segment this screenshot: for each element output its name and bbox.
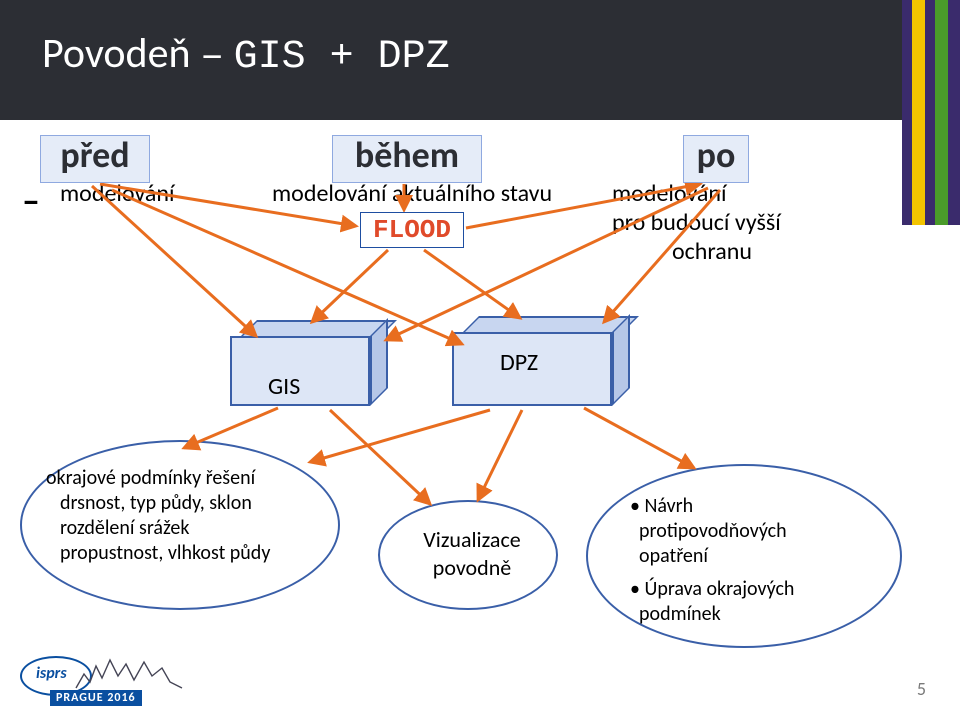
phase-pred-sub: modelování bbox=[60, 180, 220, 209]
arrow-flood-gis bbox=[312, 250, 388, 322]
ell-left-l2: drsnost, typ půdy, sklon bbox=[46, 491, 252, 515]
arrow-flood-dpz bbox=[424, 250, 520, 318]
phase-pred: před bbox=[40, 135, 150, 183]
skyline-icon bbox=[74, 654, 184, 690]
gis-box-label: GIS bbox=[268, 372, 300, 401]
ell-left-l3: rozdělení srážek bbox=[46, 516, 189, 540]
isprs-logo: isprs PRAGUE 2016 bbox=[20, 652, 180, 708]
dpz-box-side bbox=[612, 314, 630, 406]
stripe bbox=[935, 0, 948, 225]
arrow-gis-ell-mid bbox=[330, 410, 430, 504]
ell-r-b2: Úprava okrajových bbox=[644, 577, 794, 601]
phase-behem-sub: modelování aktuálního stavu bbox=[272, 180, 562, 209]
phase-po-sub: modelování pro budoucí vyšší ochranu bbox=[612, 180, 812, 266]
ell-left-l4: propustnost, vlhkost půdy bbox=[46, 541, 270, 565]
title-bar: Povodeň – GIS + DPZ bbox=[0, 0, 902, 120]
ell-left-l1: okrajové podmínky řešení bbox=[46, 466, 255, 490]
ellipse-left-text: okrajové podmínky řešení drsnost, typ pů… bbox=[46, 466, 326, 566]
isprs-logo-text: isprs bbox=[36, 664, 67, 683]
phase-po-label: po bbox=[697, 133, 736, 177]
page-number: 5 bbox=[917, 678, 926, 700]
po-sub-3: ochranu bbox=[612, 237, 752, 266]
slide-title: Povodeň – GIS + DPZ bbox=[42, 28, 450, 80]
stripe bbox=[948, 0, 960, 225]
arrow-dpz-ell-left bbox=[310, 410, 490, 462]
po-sub-1: modelování bbox=[612, 179, 727, 208]
stripe bbox=[902, 0, 912, 225]
title-main: Povodeň bbox=[42, 28, 191, 79]
ell-mid-l1: Vizualizace bbox=[423, 526, 520, 553]
ell-r-b1b: protipovodňových bbox=[639, 519, 787, 543]
po-sub-2: pro budoucí vyšší bbox=[612, 208, 781, 237]
phase-behem-label: během bbox=[355, 133, 459, 177]
accent-stripes bbox=[902, 0, 960, 225]
title-dash: – bbox=[200, 35, 224, 80]
bullet-dash: – bbox=[22, 179, 40, 223]
arrow-dpz-ell-mid bbox=[478, 410, 522, 500]
ell-r-b1: Návrh bbox=[644, 494, 693, 518]
stripe bbox=[925, 0, 935, 225]
stripe bbox=[912, 0, 925, 225]
prague-badge: PRAGUE 2016 bbox=[50, 690, 142, 706]
dpz-box-label: DPZ bbox=[500, 348, 538, 377]
ellipse-right-text: • Návrh protipovodňových opatření • Úpra… bbox=[630, 494, 890, 627]
ell-r-b2b: podmínek bbox=[639, 602, 721, 626]
phase-po: po bbox=[683, 135, 749, 183]
ell-mid-l2: povodně bbox=[433, 554, 511, 581]
title-tail: GIS + DPZ bbox=[234, 35, 450, 80]
arrow-dpz-ell-right bbox=[584, 408, 694, 468]
flood-box: FLOOD bbox=[360, 212, 464, 248]
ell-r-b1c: opatření bbox=[639, 544, 708, 568]
ellipse-mid-text: Vizualizace povodně bbox=[412, 526, 532, 581]
phase-pred-label: před bbox=[60, 133, 129, 177]
phase-behem: během bbox=[332, 135, 482, 183]
